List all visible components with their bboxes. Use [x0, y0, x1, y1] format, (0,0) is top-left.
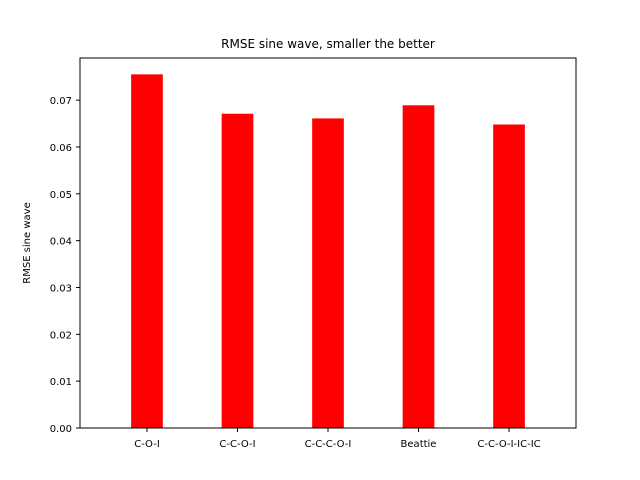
bar-c-c-o-i — [221, 113, 254, 428]
bar-c-o-i — [131, 74, 163, 428]
y-tick-label: 0.02 — [50, 330, 72, 341]
x-tick-label: C-C-O-I-IC-IC — [477, 439, 540, 450]
bars-group — [131, 74, 525, 429]
y-tick-label: 0.03 — [50, 283, 72, 294]
x-tick-label: C-C-O-I — [219, 439, 255, 450]
y-tick-label: 0.05 — [50, 190, 72, 201]
x-tick-label: C-C-C-O-I — [305, 439, 352, 450]
y-axis-ticks: 0.00 0.01 0.02 0.03 0.04 0.05 0.06 0.07 — [50, 96, 80, 435]
y-tick-label: 0.07 — [50, 96, 72, 107]
bar-c-c-o-i-ic-ic — [493, 124, 525, 428]
y-axis-label: RMSE sine wave — [22, 202, 33, 283]
bar-c-c-c-o-i — [312, 118, 344, 429]
y-tick-label: 0.04 — [50, 237, 72, 248]
x-tick-label: C-O-I — [134, 439, 160, 450]
y-tick-label: 0.00 — [50, 424, 72, 435]
x-tick-label: Beattie — [401, 439, 437, 450]
y-tick-label: 0.06 — [50, 143, 72, 154]
bar-beattie — [402, 105, 435, 429]
y-tick-label: 0.01 — [50, 377, 72, 388]
chart-title: RMSE sine wave, smaller the better — [221, 37, 435, 51]
x-axis-ticks: C-O-I C-C-O-I C-C-C-O-I Beattie C-C-O-I-IC-I… — [134, 428, 541, 450]
